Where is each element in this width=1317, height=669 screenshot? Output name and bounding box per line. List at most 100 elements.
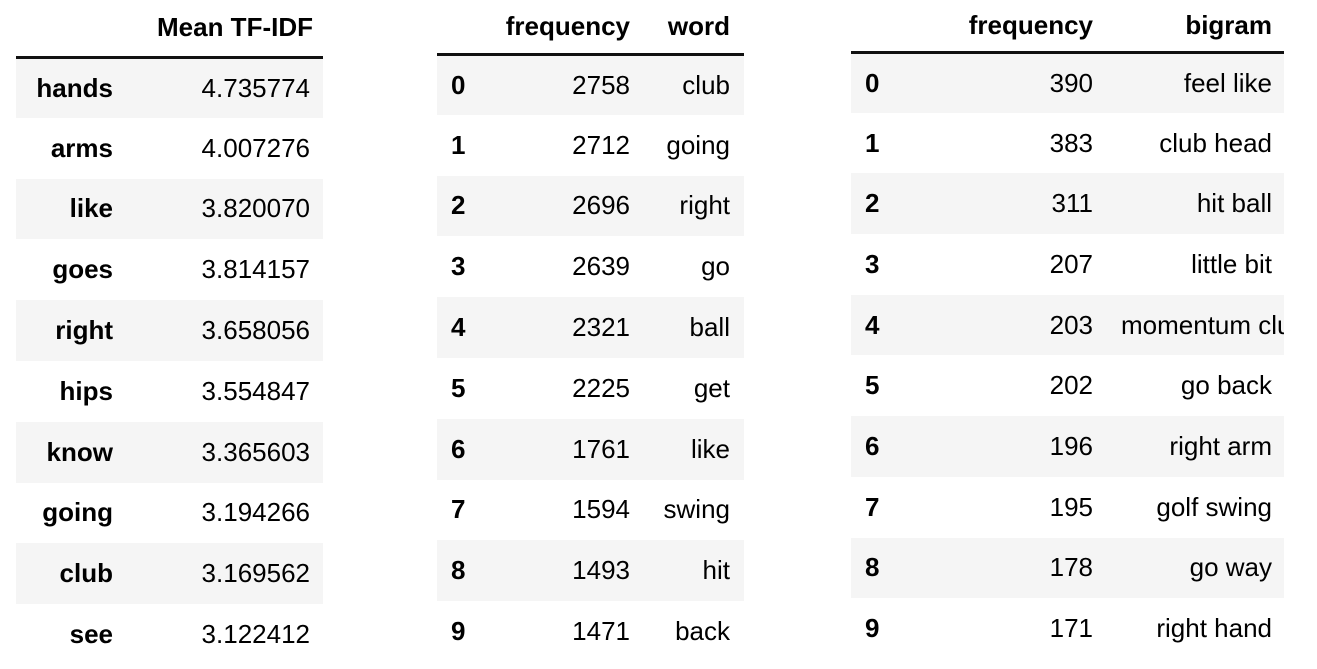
tfidf-table: Mean TF-IDF hands 4.735774 arms 4.007276 l… (16, 0, 323, 665)
frequency-cell: 2758 (572, 69, 630, 100)
table-row: 6 1761 like (437, 418, 744, 480)
word-cell: right (679, 190, 730, 221)
term-cell: arms (50, 132, 113, 163)
frequency-cell: 203 (1049, 309, 1093, 340)
frequency-cell: 207 (1049, 248, 1093, 279)
row-index: 2 (865, 188, 880, 219)
bigram-frequency-header: frequency (901, 0, 1107, 54)
bigram-cell: go way (1189, 552, 1272, 583)
table-row: 2 2696 right (437, 175, 744, 237)
word-cell: back (675, 616, 730, 647)
table-row: 8 1493 hit (437, 540, 744, 602)
frequency-cell: 311 (1051, 188, 1093, 219)
term-cell: going (42, 497, 113, 528)
bigram-cell: right hand (1156, 613, 1272, 644)
term-cell: right (55, 315, 113, 346)
bigram-cell: momentum club (1121, 309, 1284, 340)
table-row: know 3.365603 (16, 421, 323, 483)
table-row: arms 4.007276 (16, 117, 323, 179)
frequency-cell: 2321 (572, 312, 630, 343)
word-cell: go (701, 251, 730, 282)
tfidf-value-cell: 3.554847 (201, 375, 310, 406)
row-index: 3 (451, 251, 466, 282)
word-table-header: frequency word (437, 0, 744, 56)
row-index: 2 (451, 190, 466, 221)
table-row: 8 178 go way (851, 537, 1284, 599)
table-row: 1 383 club head (851, 112, 1284, 174)
term-cell: goes (52, 254, 113, 285)
frequency-cell: 2639 (572, 251, 630, 282)
frequency-cell: 2696 (572, 190, 630, 221)
table-row: 9 171 right hand (851, 598, 1284, 659)
word-frequency-header: frequency (487, 0, 644, 56)
word-cell: like (690, 433, 730, 464)
bigram-frequency-table: frequency bigram 0 390 feel like 1 383 club … (851, 0, 1284, 659)
table-row: right 3.658056 (16, 300, 323, 361)
row-index: 0 (451, 69, 466, 100)
row-index: 9 (451, 616, 466, 647)
table-row: see 3.122412 (16, 604, 323, 665)
frequency-cell: 171 (1049, 613, 1093, 644)
tfidf-value-cell: 4.735774 (201, 72, 310, 103)
table-row: 3 207 little bit (851, 234, 1284, 295)
table-row: 0 390 feel like (851, 52, 1284, 113)
frequency-cell: 178 (1049, 552, 1093, 583)
table-row: 9 1471 back (437, 601, 744, 662)
frequency-cell: 1493 (572, 555, 630, 586)
bigram-cell: club head (1159, 127, 1272, 158)
row-index: 0 (865, 67, 880, 98)
row-index: 5 (865, 370, 880, 401)
bigram-cell: hit ball (1196, 188, 1272, 219)
frequency-cell: 1471 (572, 616, 630, 647)
row-index: 1 (865, 127, 880, 158)
frequency-cell: 196 (1049, 430, 1093, 461)
word-cell: going (666, 129, 730, 160)
frequency-cell: 1761 (572, 433, 630, 464)
frequency-cell: 1594 (572, 494, 630, 525)
bigram-table-header: frequency bigram (851, 0, 1284, 54)
frequency-cell: 2712 (572, 129, 630, 160)
word-cell: hit (702, 555, 730, 586)
tfidf-value-cell: 3.658056 (201, 315, 310, 346)
table-row: 1 2712 going (437, 114, 744, 176)
table-row: 2 311 hit ball (851, 173, 1284, 235)
term-cell: hips (59, 375, 113, 406)
row-index: 4 (451, 312, 466, 343)
row-index: 7 (451, 494, 466, 525)
table-row: goes 3.814157 (16, 239, 323, 301)
row-index: 8 (451, 555, 466, 586)
term-cell: know (46, 436, 113, 467)
table-row: 7 1594 swing (437, 479, 744, 541)
tfidf-column-header: Mean TF-IDF (143, 0, 323, 59)
row-index: 1 (451, 129, 466, 160)
row-index: 4 (865, 309, 880, 340)
frequency-cell: 2225 (572, 372, 630, 403)
table-row: 5 2225 get (437, 357, 744, 419)
frequency-cell: 383 (1049, 127, 1093, 158)
tfidf-table-header: Mean TF-IDF (16, 0, 323, 59)
frequency-cell: 202 (1049, 370, 1093, 401)
table-row: like 3.820070 (16, 178, 323, 240)
bigram-cell: go back (1180, 370, 1272, 401)
bigram-cell: feel like (1183, 67, 1272, 98)
term-cell: see (69, 619, 113, 650)
bigram-cell: golf swing (1156, 491, 1272, 522)
row-index: 7 (865, 491, 880, 522)
word-cell: club (682, 69, 730, 100)
word-cell: ball (689, 312, 730, 343)
table-row: 0 2758 club (437, 54, 744, 115)
term-cell: like (69, 193, 113, 224)
tfidf-value-cell: 3.169562 (201, 558, 310, 589)
bigram-cell: right arm (1169, 430, 1272, 461)
tfidf-value-cell: 3.194266 (201, 497, 310, 528)
bigram-cell: little bit (1191, 248, 1272, 279)
table-row: 7 195 golf swing (851, 476, 1284, 538)
frequency-cell: 390 (1049, 67, 1093, 98)
table-row: 6 196 right arm (851, 416, 1284, 477)
tfidf-value-cell: 3.122412 (201, 619, 310, 650)
tfidf-value-cell: 4.007276 (201, 132, 310, 163)
table-row: going 3.194266 (16, 482, 323, 544)
bigram-index-header (851, 0, 901, 54)
tfidf-index-header (16, 0, 143, 59)
table-row: 5 202 go back (851, 355, 1284, 417)
